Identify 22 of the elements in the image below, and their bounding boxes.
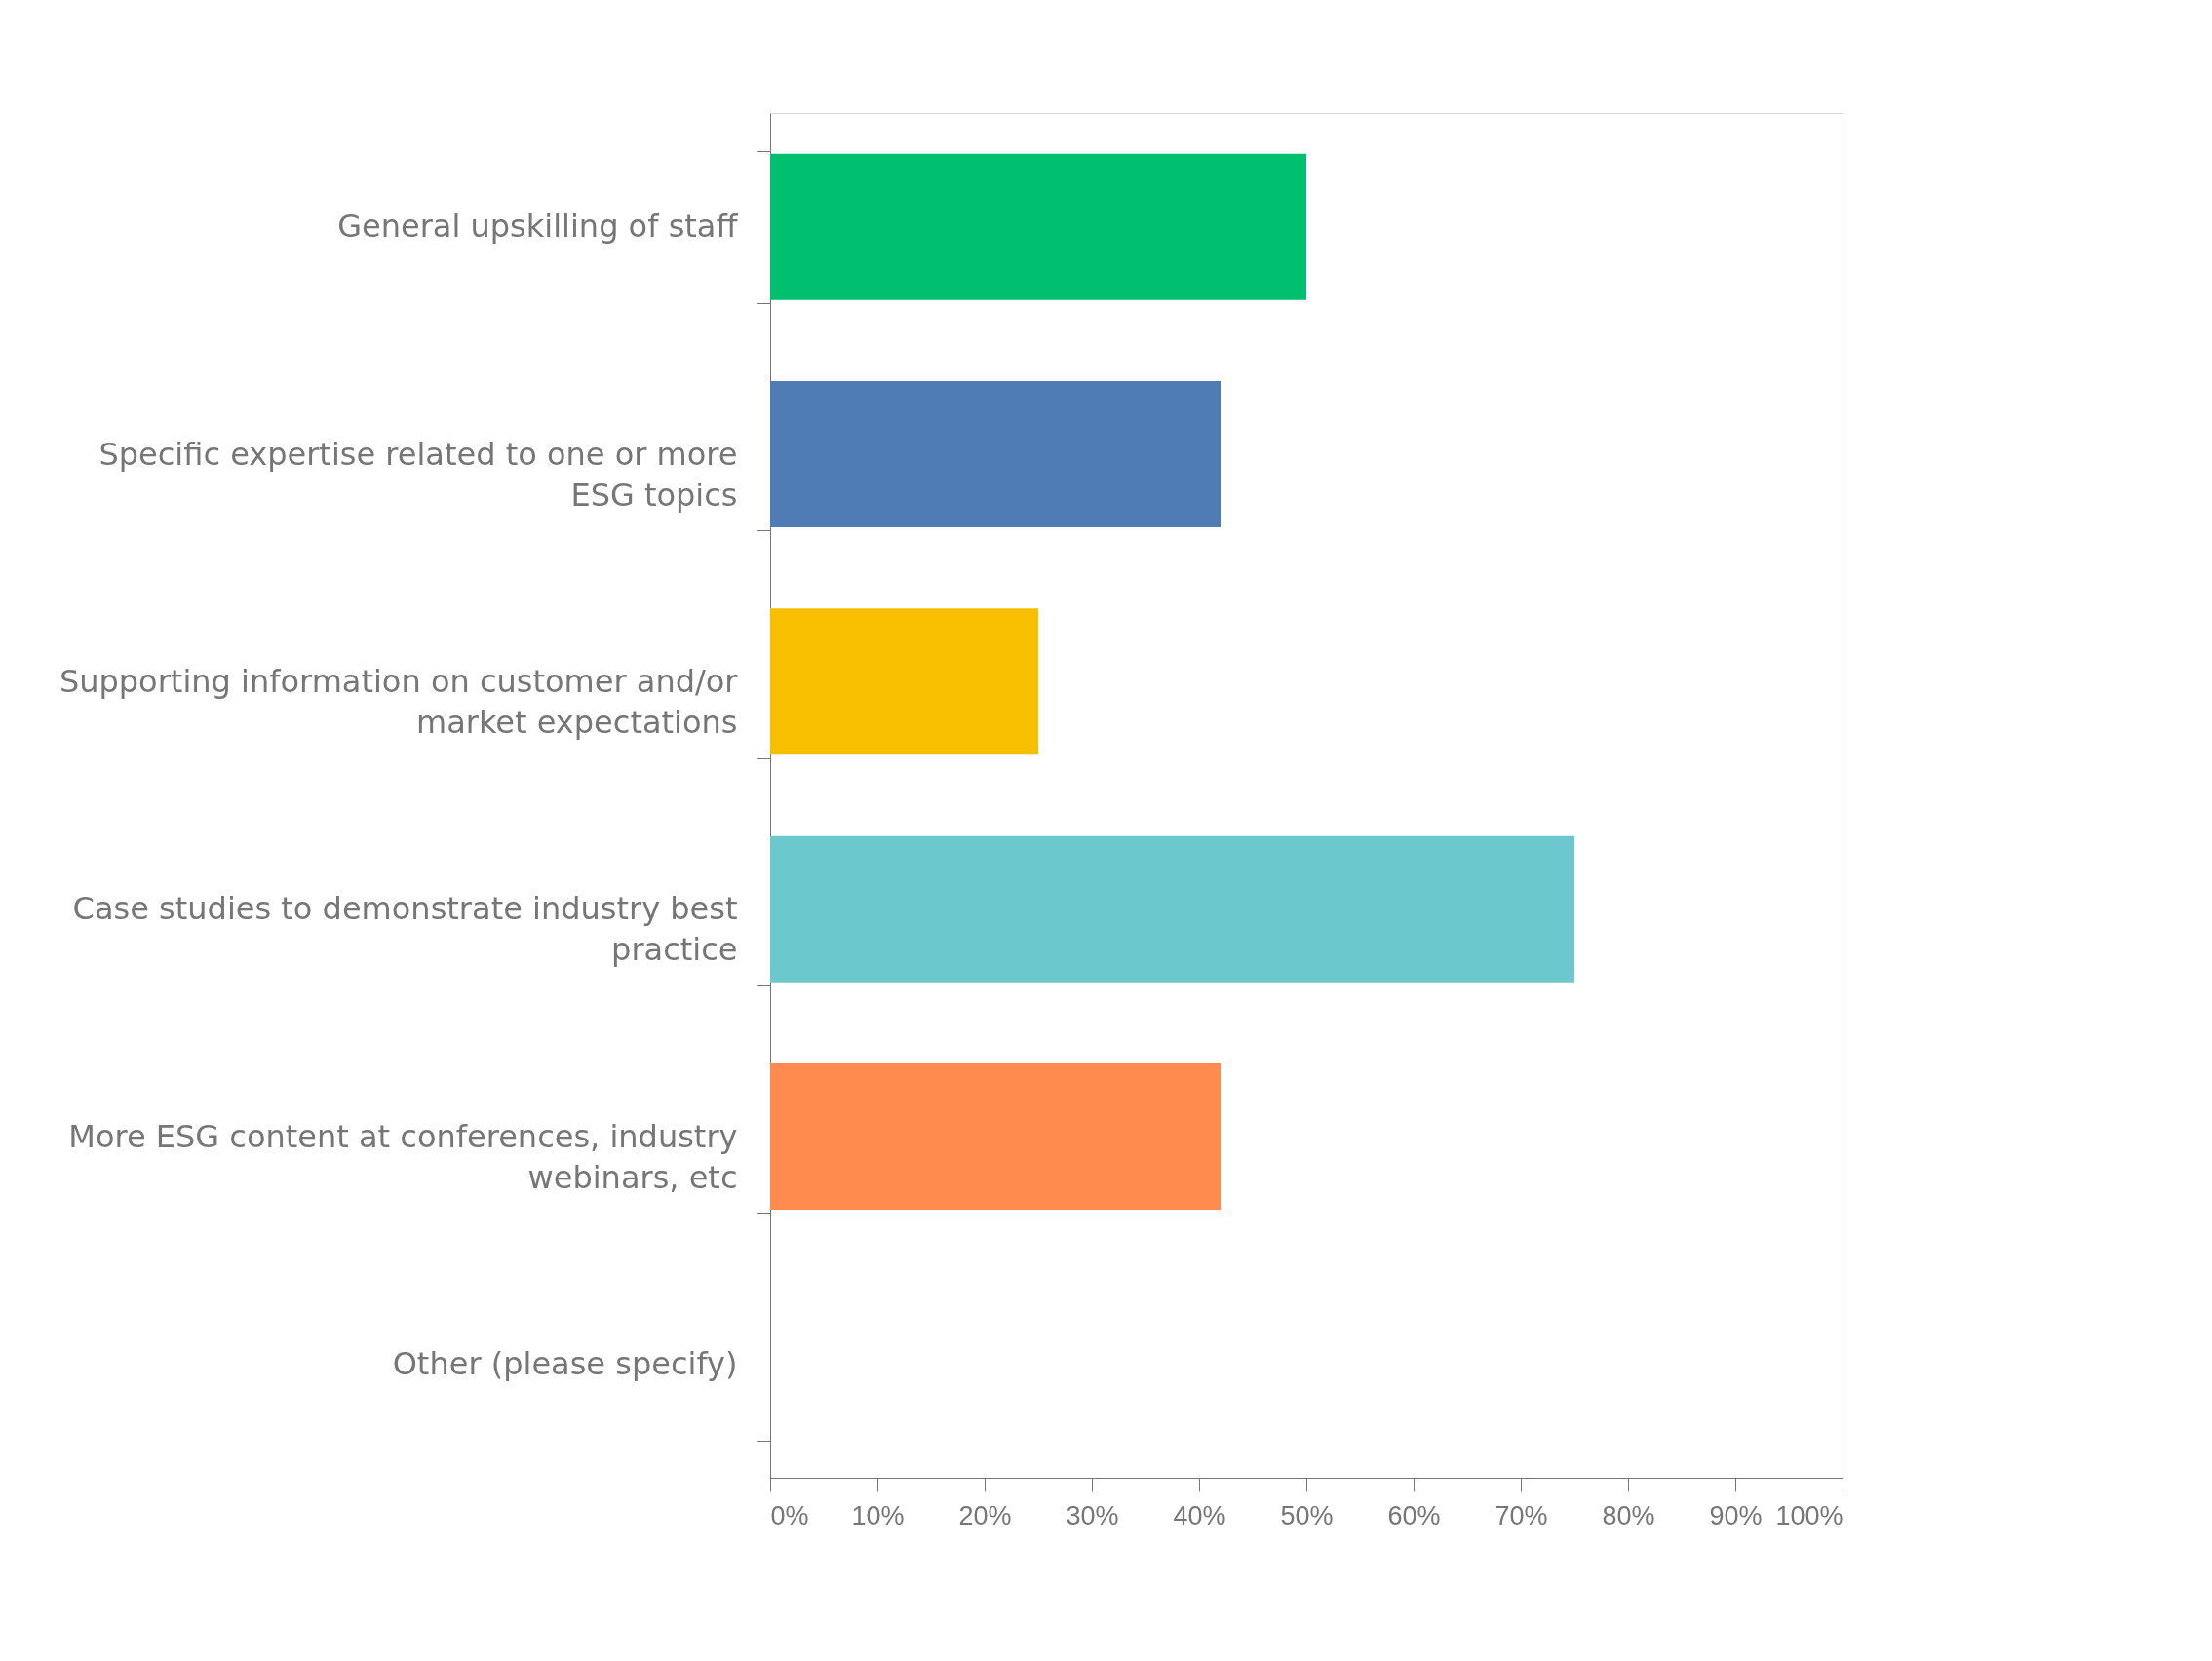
y-tick-label: Supporting information on customer and/or market expectations [58,662,739,741]
bar [770,835,1574,983]
y-tick-label: Case studies to demonstrate industry best practice [72,890,738,969]
y-tick-label: Other (please specify) [392,1344,738,1382]
y-tick-label: Specific expertise related to one or more ESG topics [98,435,738,514]
x-tick-label: 10% [851,1500,905,1530]
y-tick-label: More ESG content at conferences, industry webinars, etc [68,1117,738,1196]
bar [770,1063,1221,1210]
x-tick-label: 50% [1280,1500,1334,1530]
bar [770,153,1306,300]
x-tick-label: 70% [1494,1500,1548,1530]
x-tick-label: 0% [770,1500,809,1530]
y-tick-label: General upskilling of staff [337,208,739,246]
x-tick-label: 60% [1387,1500,1441,1530]
x-tick-label: 40% [1173,1500,1226,1530]
x-tick-label: 80% [1602,1500,1655,1530]
x-tick-label: 30% [1066,1500,1119,1530]
x-tick-label: 100% [1775,1500,1843,1530]
bar [770,381,1221,527]
x-tick-label: 90% [1709,1500,1763,1530]
x-tick-label: 20% [958,1500,1012,1530]
bar [770,608,1038,755]
